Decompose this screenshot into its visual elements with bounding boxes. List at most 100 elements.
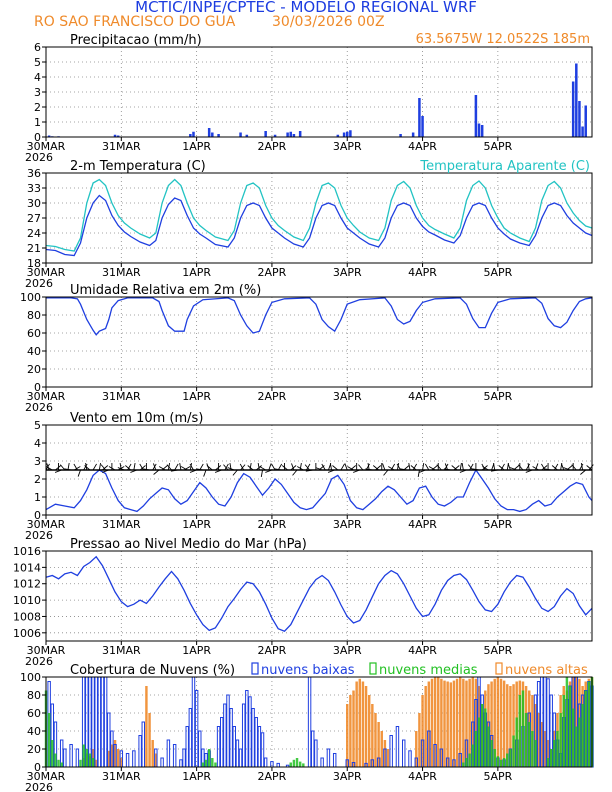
cloud-bar-low bbox=[100, 676, 105, 768]
cloud-bar-mid bbox=[559, 713, 562, 767]
cloud-bar-mid bbox=[289, 762, 292, 767]
precip-bar bbox=[286, 132, 289, 137]
cloud-bar-low bbox=[270, 761, 274, 768]
cloud-bar-high bbox=[355, 681, 358, 767]
series-line bbox=[46, 297, 593, 336]
panel-title: Umidade Relativa em 2m (%) bbox=[70, 283, 261, 298]
cloud-bar-mid bbox=[553, 740, 556, 767]
cloud-bar-mid bbox=[587, 681, 591, 767]
y-tick-label: 1 bbox=[34, 491, 41, 504]
wind-vector bbox=[299, 463, 302, 471]
x-tick-label: 5APR bbox=[483, 644, 512, 657]
cloud-bar-low bbox=[257, 726, 262, 768]
cloud-bar-high bbox=[474, 678, 478, 767]
cloud-bar-low bbox=[125, 753, 130, 768]
cloud-bar-high bbox=[433, 677, 437, 767]
wind-vector bbox=[436, 464, 442, 471]
cloud-bar-high bbox=[148, 713, 151, 767]
wind-vector bbox=[73, 463, 78, 471]
cloud-bar-low bbox=[307, 676, 312, 768]
cloud-bar-low bbox=[395, 726, 400, 768]
cloud-bar-low bbox=[94, 676, 98, 768]
wind-vector bbox=[83, 463, 88, 471]
precip-bar bbox=[578, 101, 581, 137]
wind-vector bbox=[133, 463, 136, 471]
y-tick-label: 24 bbox=[27, 227, 41, 240]
cloud-bar-mid bbox=[302, 763, 305, 767]
cloud-bar-high bbox=[116, 749, 120, 767]
panel-title: Pressao ao Nivel Medio do Mar (hPa) bbox=[70, 537, 307, 552]
panel-frame bbox=[45, 296, 593, 388]
y-tick-label: 27 bbox=[27, 212, 41, 225]
cloud-bar-mid bbox=[47, 713, 51, 767]
wind-vector bbox=[189, 463, 193, 471]
cloud-bar-mid bbox=[575, 726, 578, 767]
cloud-bar-low bbox=[132, 750, 136, 768]
cloud-bar-low bbox=[220, 717, 224, 768]
x-tick-label: 30MAR bbox=[27, 266, 66, 279]
cloud-bar-high bbox=[383, 740, 387, 767]
x-tick-label: 30MAR bbox=[27, 770, 66, 783]
panel-frame bbox=[45, 550, 593, 642]
cloud-bar-low bbox=[75, 748, 80, 768]
y-tick-label: 1010 bbox=[13, 594, 41, 607]
wind-vector bbox=[397, 463, 400, 471]
wind-vector bbox=[382, 463, 386, 471]
series-line bbox=[45, 468, 593, 513]
cloud-bar-high bbox=[465, 680, 468, 767]
cloud-bar-high bbox=[371, 704, 374, 767]
precip-bar bbox=[264, 131, 267, 137]
cloud-bar-high bbox=[449, 682, 453, 767]
y-tick-label: 18 bbox=[27, 257, 41, 270]
y-tick-label: 20 bbox=[27, 743, 41, 756]
cloud-bar-mid bbox=[509, 749, 512, 767]
cloud-bar-mid bbox=[79, 759, 82, 767]
cloud-bar-low bbox=[241, 703, 246, 768]
legend-swatch bbox=[495, 662, 503, 675]
cloud-bar-mid bbox=[60, 762, 63, 767]
cloud-bar-mid bbox=[82, 744, 85, 767]
y-tick-label: 60 bbox=[27, 327, 41, 340]
cloud-bar-mid bbox=[499, 759, 503, 767]
cloud-bar-mid bbox=[502, 758, 506, 767]
wind-vector bbox=[469, 463, 474, 471]
cloud-bar-mid bbox=[465, 758, 468, 767]
x-tick-label: 4APR bbox=[408, 140, 437, 153]
cloud-bar-high bbox=[437, 677, 440, 767]
cloud-bar-mid bbox=[214, 762, 217, 767]
cloud-bar-high bbox=[358, 678, 362, 767]
x-tick-label: 30MAR bbox=[27, 644, 66, 657]
cloud-bar-high bbox=[377, 722, 380, 767]
y-tick-label: 30 bbox=[27, 197, 41, 210]
cloud-bar-high bbox=[455, 678, 459, 767]
cloud-bar-high bbox=[575, 677, 578, 767]
wind-vector bbox=[92, 463, 97, 471]
cloud-bar-mid bbox=[201, 762, 205, 767]
wind-vector bbox=[588, 464, 594, 471]
x-tick-label: 31MAR bbox=[102, 390, 141, 403]
wind-vector bbox=[232, 469, 238, 476]
cloud-bar-high bbox=[145, 686, 148, 767]
cloud-bar-low bbox=[185, 726, 189, 768]
precip-bar bbox=[217, 134, 220, 137]
wind-vector bbox=[412, 463, 418, 471]
cloud-bar-low bbox=[402, 739, 406, 768]
cloud-bar-high bbox=[94, 759, 98, 767]
x-tick-label: 1APR bbox=[182, 140, 211, 153]
cloud-bar-mid bbox=[468, 753, 471, 767]
cloud-bar-low bbox=[188, 708, 193, 768]
location-label: RO SAO FRANCISCO DO GUA bbox=[34, 14, 236, 30]
wind-vector bbox=[260, 469, 263, 477]
panel-title: Cobertura de Nuvens (%) bbox=[70, 663, 235, 678]
legend-swatch bbox=[369, 662, 377, 675]
wind-vector bbox=[239, 463, 245, 471]
cloud-bar-mid bbox=[578, 717, 581, 767]
precip-bar bbox=[584, 105, 587, 137]
wind-vector bbox=[224, 463, 229, 471]
cloud-bar-high bbox=[440, 678, 443, 767]
series-line bbox=[45, 178, 593, 252]
cloud-bar-mid bbox=[521, 690, 525, 767]
